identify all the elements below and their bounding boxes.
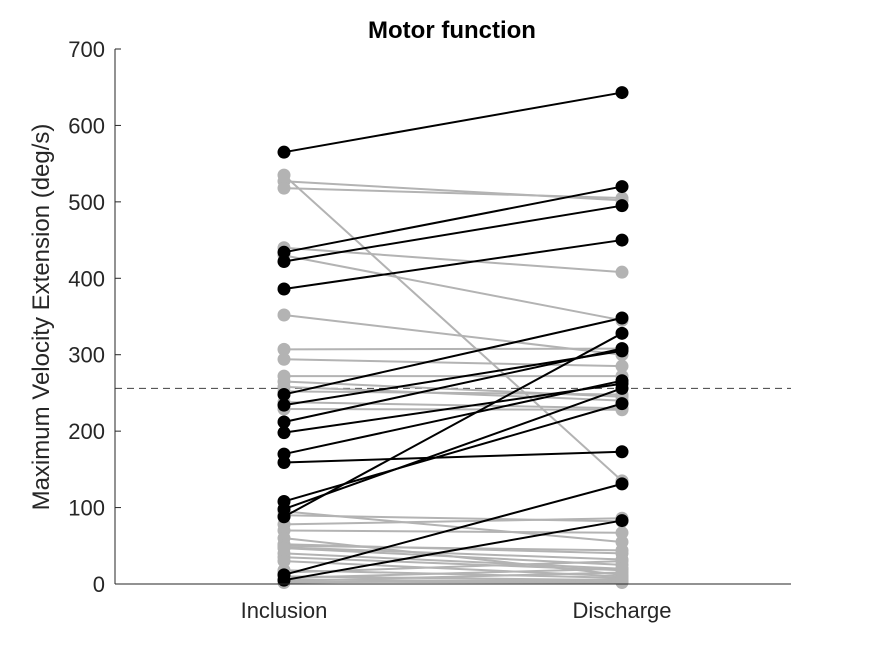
improved-line [283,91,623,154]
improved-point-inclusion [277,254,291,268]
other-line [283,552,623,570]
improved-line [283,317,623,396]
improved-line [283,482,623,576]
other-point-discharge [615,265,629,279]
improved-point-discharge [615,233,629,247]
y-tick-label: 400 [68,266,105,291]
other-line [283,544,623,552]
improved-point-discharge [615,326,629,340]
other-line [283,514,623,523]
improved-line [283,379,623,456]
y-tick-label: 200 [68,419,105,444]
other-line [283,254,623,322]
y-tick-label: 500 [68,190,105,215]
other-line [283,529,623,534]
improved-point-inclusion [277,398,291,412]
series-improved-lines [277,86,629,587]
improved-point-inclusion [277,455,291,469]
y-axis-ticks: 0 100 200 300 400 500 600 700 [68,37,121,597]
improved-line [283,239,623,290]
y-tick-label: 0 [93,572,105,597]
improved-point-inclusion [277,387,291,401]
improved-point-inclusion [277,145,291,159]
improved-point-inclusion [277,426,291,440]
improved-point-discharge [615,514,629,528]
improved-point-inclusion [277,245,291,259]
improved-point-discharge [615,342,629,356]
improved-line [283,204,623,263]
improved-line [283,185,623,254]
x-tick-label: Discharge [572,598,671,623]
other-point-inclusion [277,554,291,568]
improved-point-inclusion [277,573,291,587]
other-point-inclusion [277,181,291,195]
other-point-discharge [615,572,629,586]
other-point-discharge [615,526,629,540]
improved-point-inclusion [277,510,291,524]
other-point-inclusion [277,342,291,356]
other-line [283,578,623,584]
other-line [283,571,623,582]
other-line [283,246,623,274]
other-line [283,174,623,482]
improved-point-discharge [615,381,629,395]
other-point-discharge [615,543,629,557]
y-tick-label: 700 [68,37,105,62]
improved-point-discharge [615,445,629,459]
improved-line [283,519,623,582]
improved-point-discharge [615,311,629,325]
other-line [283,401,623,410]
improved-line [283,450,623,464]
y-tick-label: 100 [68,496,105,521]
improved-point-discharge [615,397,629,411]
other-point-inclusion [277,308,291,322]
axes [114,49,791,585]
other-line [283,517,623,526]
improved-line [283,387,623,511]
improved-point-discharge [615,477,629,491]
other-point-discharge [615,359,629,373]
improved-point-inclusion [277,282,291,296]
improved-point-discharge [615,199,629,213]
y-tick-label: 600 [68,113,105,138]
other-line [283,347,623,351]
other-line [283,546,623,561]
chart-title: Motor function [368,17,536,44]
other-line [283,567,623,579]
improved-point-discharge [615,86,629,100]
y-axis-label: Maximum Velocity Extension (deg/s) [28,124,55,511]
x-axis-ticks: Inclusion Discharge [241,578,672,623]
other-point-inclusion [277,352,291,366]
other-line [283,358,623,368]
improved-point-discharge [615,180,629,194]
improved-point-inclusion [277,415,291,429]
other-line [283,187,623,200]
y-tick-label: 300 [68,343,105,368]
improved-line [283,332,623,518]
x-tick-label: Inclusion [241,598,328,623]
improved-line [283,347,623,423]
